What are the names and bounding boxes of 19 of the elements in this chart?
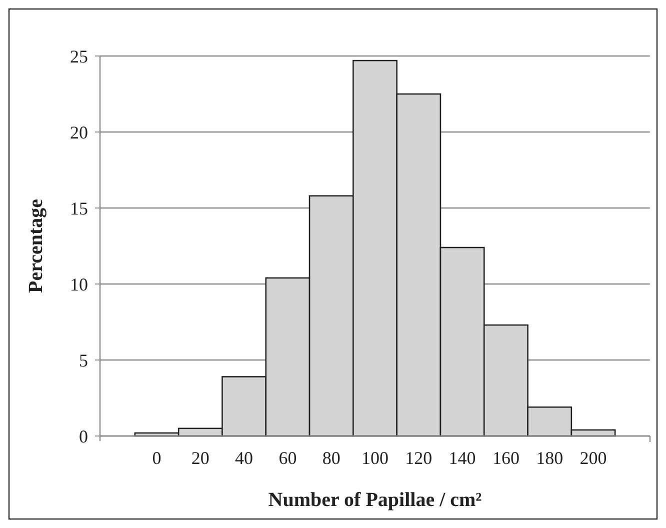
x-tick-label: 0 (152, 448, 162, 468)
x-tick-label: 100 (362, 448, 388, 468)
y-tick-label: 25 (70, 46, 88, 66)
y-axis-title: Percentage (25, 198, 47, 294)
y-tick-label: 10 (70, 274, 88, 294)
x-tick-label: 60 (278, 448, 297, 468)
x-tick-label: 180 (536, 448, 564, 468)
x-tick-label: 160 (492, 448, 520, 468)
x-axis-title: Number of Papillae / cm² (268, 489, 482, 511)
y-tick-label: 0 (79, 426, 88, 446)
x-tick-label: 80 (322, 448, 340, 468)
y-tick-label: 5 (79, 350, 88, 370)
y-tick-label: 20 (70, 122, 88, 142)
x-tick-label: 200 (580, 448, 607, 468)
x-tick-label: 120 (405, 448, 432, 468)
x-tick-label: 40 (235, 448, 254, 468)
y-tick-label: 15 (70, 198, 88, 218)
x-tick-label: 140 (448, 448, 476, 468)
x-tick-label: 20 (191, 448, 210, 468)
